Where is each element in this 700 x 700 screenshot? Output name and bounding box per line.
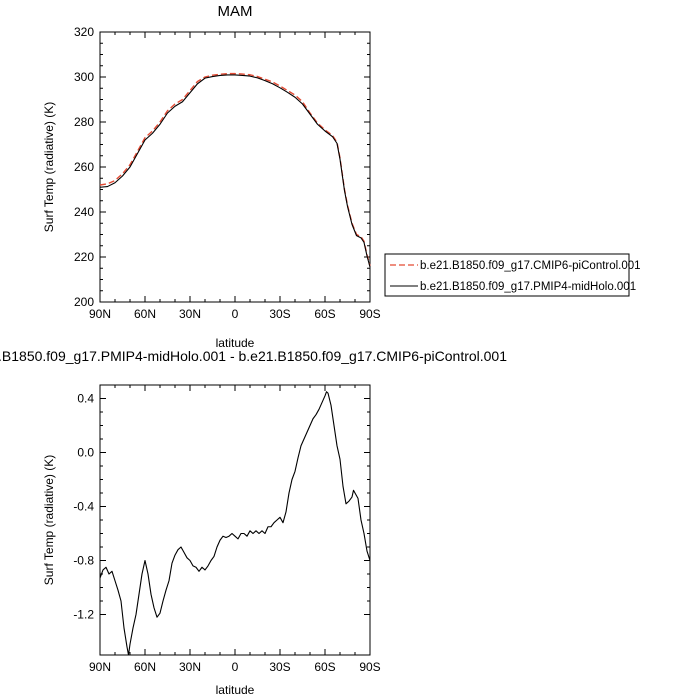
bottom-y-axis-label: Surf Temp (radiative) (K) — [42, 455, 56, 585]
legend-box — [384, 253, 630, 297]
top-x-tick-label: 30N — [179, 307, 201, 321]
bottom-y-tick-label: 0.0 — [77, 446, 94, 460]
bottom-y-tick-label: -0.4 — [73, 500, 94, 514]
top-x-tick-label: 60N — [134, 307, 156, 321]
top-series-line-0 — [99, 72, 371, 267]
top-x-tick-label: 90S — [359, 307, 380, 321]
top-series-lines — [99, 72, 371, 268]
top-y-tick-label: 320 — [74, 25, 94, 39]
bottom-x-tick-label: 0 — [232, 660, 239, 674]
top-x-tick-label: 30S — [269, 307, 290, 321]
bottom-y-tick-label: -1.2 — [73, 608, 94, 622]
top-plot-frame — [99, 31, 371, 303]
top-y-tick-label: 260 — [74, 160, 94, 174]
bottom-x-tick-label: 30N — [179, 660, 201, 674]
bottom-panel: b.e21.B1850.f09_g17.PMIP4-midHolo.001 - … — [0, 348, 507, 697]
top-x-axis-label: latitude — [216, 336, 255, 350]
bottom-x-tick-label: 60N — [134, 660, 156, 674]
bottom-x-axis-label: latitude — [216, 683, 255, 697]
top-y-tick-label: 200 — [74, 295, 94, 309]
top-y-tick-label: 240 — [74, 205, 94, 219]
bottom-title: b.e21.B1850.f09_g17.PMIP4-midHolo.001 - … — [0, 348, 507, 364]
bottom-plot-frame — [99, 384, 371, 656]
bottom-x-tick-label: 30S — [269, 660, 290, 674]
top-x-tick-label: 60S — [314, 307, 335, 321]
bottom-x-tick-label: 90S — [359, 660, 380, 674]
bottom-series-lines — [99, 391, 371, 656]
top-y-tick-label: 220 — [74, 250, 94, 264]
top-legend: b.e21.B1850.f09_g17.CMIP6-piControl.001 … — [384, 253, 641, 297]
top-y-axis-label: Surf Temp (radiative) (K) — [42, 102, 56, 232]
top-axis-ticks: 90N 60N 30N 0 30S 60S 90S 200 220 240 260 280 300 320 — [74, 25, 381, 321]
bottom-x-tick-label: 60S — [314, 660, 335, 674]
legend-label-picontrol: b.e21.B1850.f09_g17.CMIP6-piControl.001 — [420, 260, 641, 272]
top-series-line-1 — [99, 74, 371, 268]
bottom-x-tick-label: 90N — [89, 660, 111, 674]
bottom-y-tick-label: 0.4 — [77, 392, 94, 406]
legend-label-midholo: b.e21.B1850.f09_g17.PMIP4-midHolo.001 — [420, 281, 636, 293]
bottom-series-line-0 — [99, 391, 371, 656]
bottom-axis-ticks: 90N 60N 30N 0 30S 60S 90S 0.4 0.0 -0.4 -0.8 -1.2 — [73, 385, 381, 674]
top-panel: MAM 90N 60N 30N 0 30S 60S 90S 200 220 240 260 280 30… — [42, 3, 641, 350]
top-y-tick-label: 280 — [74, 115, 94, 129]
top-x-tick-label: 90N — [89, 307, 111, 321]
bottom-y-tick-label: -0.8 — [73, 554, 94, 568]
top-x-tick-label: 0 — [232, 307, 239, 321]
top-title: MAM — [218, 3, 253, 20]
top-y-tick-label: 300 — [74, 70, 94, 84]
